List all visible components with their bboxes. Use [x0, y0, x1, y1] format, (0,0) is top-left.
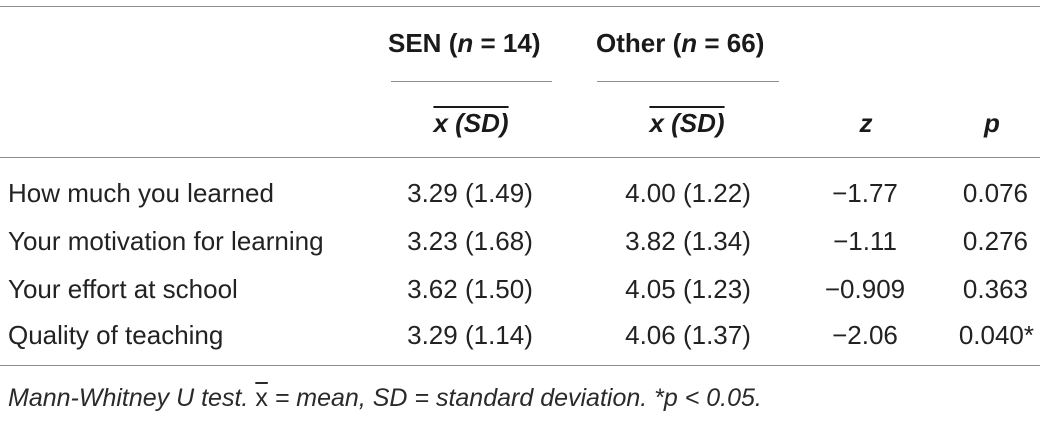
table-bottom-rule: [0, 365, 1040, 366]
row-label: Your motivation for learning: [8, 226, 324, 256]
group-rule-sen: [391, 81, 552, 82]
footnote-xbar-symbol: x: [255, 384, 268, 412]
row-label: Quality of teaching: [8, 320, 224, 350]
cell-other: 4.05 (1.23): [625, 274, 751, 304]
subheader-mean-sd-other-text: x (SD): [649, 108, 725, 138]
group-header-other: Other (n = 66): [596, 28, 765, 58]
cell-z: −0.909: [824, 274, 906, 304]
cell-other: 4.00 (1.22): [625, 178, 751, 208]
row-label: Your effort at school: [8, 274, 238, 304]
subheader-mean-sd-sen-text: x (SD): [433, 108, 509, 138]
cell-z: −1.11: [833, 226, 897, 256]
subheader-mean-sd-other: x (SD): [606, 108, 768, 138]
row-label: How much you learned: [8, 178, 274, 208]
cell-p: 0.040*: [958, 320, 1034, 350]
cell-z: −2.06: [832, 320, 898, 350]
cell-z: −1.77: [832, 178, 898, 208]
subheader-mean-sd-sen: x (SD): [390, 108, 552, 138]
cell-p: 0.363: [962, 274, 1028, 304]
subheader-p: p: [984, 108, 1000, 138]
subheader-z: z: [859, 108, 873, 138]
group-n-value-other: = 66: [704, 28, 756, 58]
group-rule-other: [597, 81, 779, 82]
cell-sen: 3.29 (1.14): [407, 320, 533, 350]
cell-other: 3.82 (1.34): [625, 226, 751, 256]
cell-p: 0.076: [962, 178, 1028, 208]
footnote-after: = mean, SD = standard deviation. *p < 0.…: [267, 384, 762, 412]
cell-sen: 3.29 (1.49): [407, 178, 533, 208]
cell-sen: 3.62 (1.50): [407, 274, 533, 304]
cell-other: 4.06 (1.37): [625, 320, 751, 350]
group-n-label-sen: n: [457, 28, 474, 58]
group-name-sen: SEN: [388, 28, 442, 58]
group-n-value-sen: = 14: [480, 28, 532, 58]
footnote-before: Mann-Whitney U test.: [8, 384, 256, 412]
group-name-other: Other: [596, 28, 666, 58]
header-bottom-rule: [0, 157, 1040, 158]
group-header-sen: SEN (n = 14): [388, 28, 541, 58]
cell-p: 0.276: [962, 226, 1028, 256]
table-top-rule: [0, 6, 1040, 7]
cell-sen: 3.23 (1.68): [407, 226, 533, 256]
group-n-label-other: n: [681, 28, 698, 58]
table-footnote: Mann-Whitney U test. x = mean, SD = stan…: [8, 383, 762, 413]
